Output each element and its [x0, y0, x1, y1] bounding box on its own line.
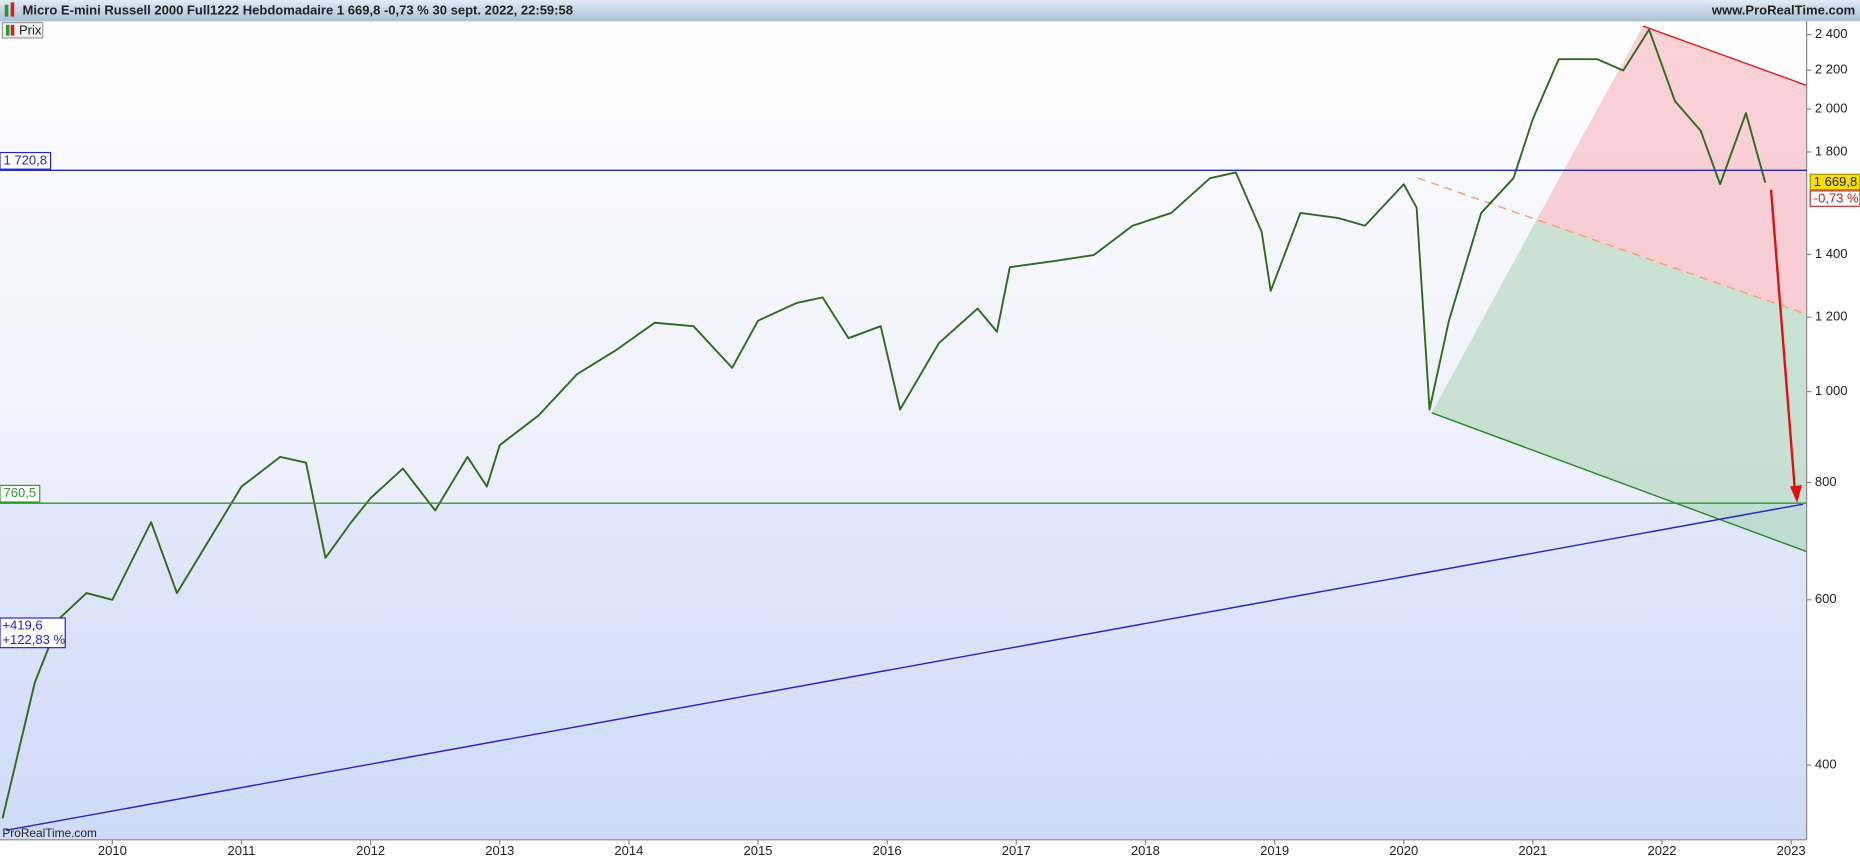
change-label: -0,73 %: [1814, 191, 1859, 206]
horizontal-line-label-box: [0, 151, 52, 170]
x-tick-label: 2013: [485, 843, 514, 858]
y-tick-label: 600: [1815, 591, 1837, 606]
source: www.ProRealTime.com: [1711, 3, 1855, 18]
watermark: ProRealTime.com: [2, 826, 97, 840]
projection-zone-green: [1431, 220, 1807, 552]
header-icon: [10, 2, 15, 17]
y-tick-label: 1 800: [1815, 143, 1848, 158]
y-axis-area: [1806, 21, 1860, 860]
y-tick-label: 1 200: [1815, 309, 1848, 324]
x-tick-label: 2023: [1777, 843, 1806, 858]
arrow-head: [1790, 485, 1802, 503]
header-bar: [0, 0, 1860, 22]
x-tick-label: 2018: [1131, 843, 1160, 858]
trend-line-green: [1431, 412, 1807, 553]
trend-line-dashed: [1417, 177, 1807, 316]
legend-icon: [5, 24, 10, 36]
legend-entry: Prix: [19, 22, 42, 37]
x-tick-label: 2015: [744, 843, 773, 858]
x-tick-label: 2016: [873, 843, 902, 858]
series-layer: [1, 28, 1767, 819]
y-tick-label: 2 000: [1815, 100, 1848, 115]
chart-title: Micro E-mini Russell 2000 Full1222 Hebdo…: [23, 3, 573, 18]
y-tick-label: 2 200: [1815, 62, 1848, 77]
horizontal-line-label-box: [0, 484, 41, 503]
plot-background-low: [0, 504, 1807, 840]
x-tick-label: 2012: [356, 843, 385, 858]
trend-line-blue: [5, 503, 1804, 832]
x-tick-label: 2011: [227, 843, 255, 858]
arrow: [1769, 189, 1796, 489]
x-tick-label: 2019: [1260, 843, 1289, 858]
legend-icon: [10, 24, 15, 36]
y-tick-label: 1 000: [1815, 383, 1848, 398]
y-tick-label: 1 400: [1815, 246, 1848, 261]
header-icon: [4, 4, 9, 17]
x-tick-label: 2010: [98, 843, 127, 858]
horizontal-line-label: 760,5: [4, 485, 37, 500]
x-tick-label: 2020: [1389, 843, 1418, 858]
annotation-box: [0, 617, 66, 649]
x-axis-area: [0, 839, 1807, 860]
annotation-text: +122,83 %: [2, 632, 65, 647]
price-badge: [1809, 173, 1860, 191]
y-tick-label: 400: [1815, 757, 1837, 772]
horizontal-line-label: 1 720,8: [4, 152, 47, 167]
x-tick-label: 2022: [1647, 843, 1676, 858]
x-tick-label: 2014: [614, 843, 643, 858]
annotation-text: +419,6: [2, 618, 42, 633]
price-badge-label: 1 669,8: [1814, 174, 1857, 189]
trend-line-red: [1642, 25, 1807, 87]
y-tick-label: 800: [1815, 474, 1837, 489]
y-tick-label: 2 400: [1815, 26, 1848, 41]
change-badge: [1809, 190, 1860, 207]
x-tick-label: 2017: [1002, 843, 1031, 858]
price-line: [1, 28, 1767, 819]
x-tick-label: 2021: [1518, 843, 1547, 858]
